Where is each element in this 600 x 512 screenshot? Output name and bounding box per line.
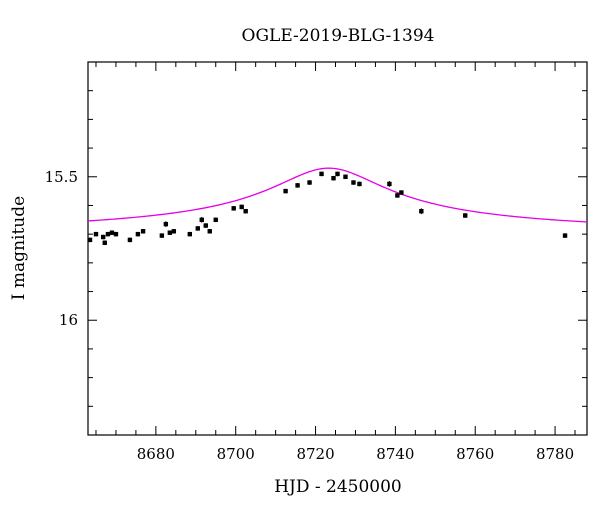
data-point [105, 231, 111, 237]
point-marker [395, 193, 400, 198]
point-marker [203, 223, 208, 228]
data-point [140, 228, 146, 234]
data-point [207, 228, 212, 234]
y-axis-label: I magnitude [9, 196, 29, 300]
point-marker [140, 229, 146, 234]
point-marker [93, 231, 99, 237]
point-marker [283, 188, 288, 194]
data-point [562, 233, 568, 238]
point-marker [331, 176, 336, 181]
data-point [167, 230, 173, 236]
data-points [87, 171, 568, 246]
point-marker [231, 206, 236, 211]
point-marker [387, 181, 392, 187]
data-point [171, 228, 177, 234]
data-point [109, 230, 115, 236]
data-point [231, 206, 236, 211]
data-point [331, 175, 336, 181]
chart-title: OGLE-2019-BLG-1394 [242, 26, 435, 46]
x-tick-label: 8760 [456, 445, 494, 463]
data-point [243, 208, 248, 214]
x-tick-label: 8720 [296, 445, 334, 463]
data-point [343, 174, 348, 180]
tick-labels: 8680 8700 8720 8740 8760 8780 15.5 16 [45, 168, 575, 463]
point-marker [102, 240, 107, 245]
point-marker [463, 213, 468, 218]
x-tick-label: 8740 [376, 445, 414, 463]
data-point [159, 233, 165, 238]
point-marker [167, 230, 173, 235]
data-point [87, 237, 93, 243]
point-marker [239, 204, 244, 210]
data-point [295, 183, 300, 188]
point-marker [213, 217, 218, 223]
point-marker [109, 230, 115, 235]
model-curve [87, 167, 588, 223]
point-marker [171, 229, 177, 234]
data-point [351, 180, 356, 185]
data-point [307, 180, 312, 185]
y-tick-label: 15.5 [45, 168, 78, 186]
data-point [135, 231, 141, 237]
data-point [239, 204, 244, 210]
x-tick-label: 8680 [137, 445, 175, 463]
point-marker [113, 231, 119, 237]
point-marker [399, 190, 404, 195]
point-marker [195, 226, 200, 231]
data-point [399, 190, 404, 195]
data-point [199, 216, 204, 223]
data-point [213, 217, 218, 223]
data-point [283, 188, 288, 194]
point-marker [87, 237, 93, 243]
data-point [100, 234, 106, 240]
point-marker [135, 231, 141, 237]
y-tick-label: 16 [59, 311, 78, 329]
point-marker [307, 180, 312, 185]
point-marker [159, 233, 165, 238]
plot-frame [87, 61, 588, 436]
point-marker [243, 209, 248, 214]
data-point [102, 240, 107, 246]
point-marker [357, 181, 362, 187]
data-point [187, 231, 192, 237]
data-point [387, 181, 392, 187]
data-point [319, 171, 324, 177]
point-marker [562, 233, 568, 238]
data-point [419, 208, 424, 215]
point-marker [343, 174, 348, 179]
x-tick-label: 8780 [536, 445, 574, 463]
point-marker [295, 183, 300, 188]
data-point [113, 231, 119, 237]
data-point [335, 171, 340, 177]
point-marker [207, 229, 212, 234]
x-tick-label: 8700 [217, 445, 255, 463]
data-point [395, 193, 400, 198]
point-marker [100, 234, 106, 240]
point-marker [105, 231, 111, 237]
point-marker [163, 221, 169, 227]
data-point [463, 213, 468, 218]
point-marker [419, 209, 424, 214]
data-point [203, 223, 208, 228]
point-marker [351, 180, 356, 185]
data-point [195, 226, 200, 231]
point-marker [335, 171, 340, 177]
data-point [163, 221, 169, 227]
point-marker [319, 171, 324, 177]
axis-ticks [88, 61, 587, 436]
data-point [357, 181, 362, 187]
data-point [127, 237, 133, 243]
point-marker [127, 237, 133, 243]
point-marker [187, 231, 192, 237]
x-axis-label: HJD - 2450000 [274, 477, 402, 497]
point-marker [199, 217, 204, 223]
data-point [93, 231, 99, 237]
